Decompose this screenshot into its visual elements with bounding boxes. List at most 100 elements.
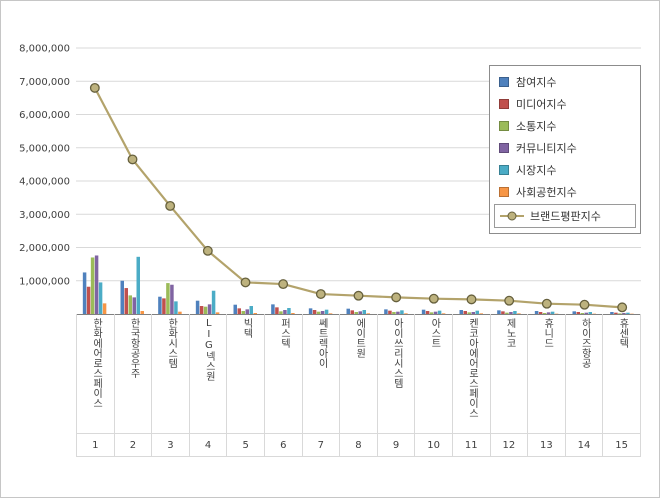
legend-item: 시장지수 [490, 159, 640, 181]
legend-item: 미디어지수 [490, 93, 640, 115]
bar [576, 312, 580, 314]
bar [572, 311, 576, 314]
line-marker [579, 299, 590, 310]
bar [94, 255, 99, 314]
bar [433, 311, 438, 314]
bar [513, 311, 517, 314]
bar [245, 309, 249, 314]
bar [320, 311, 325, 314]
rank-label: 10 [415, 434, 453, 456]
bar [429, 312, 434, 314]
line-marker [165, 200, 176, 211]
bar [479, 313, 483, 314]
bar [140, 311, 144, 314]
bar [211, 290, 216, 314]
bar [120, 280, 124, 314]
bar [312, 310, 317, 314]
rank-label: 11 [453, 434, 491, 456]
bar [626, 312, 630, 314]
legend-swatch-icon [499, 121, 509, 131]
line-marker [240, 277, 251, 288]
legend-swatch-icon [499, 143, 509, 153]
rank-axis: 1 2 3 4 5 6 7 8 9 10 11 12 13 14 15 [76, 433, 641, 457]
rank-label: 12 [491, 434, 529, 456]
legend-swatch-icon [499, 165, 509, 175]
bar [509, 312, 513, 314]
category-label: 퍼스텍 [278, 318, 290, 348]
bar [128, 295, 132, 314]
bar [316, 311, 321, 314]
bar [421, 309, 426, 314]
category-cell: 제노코 [491, 314, 529, 433]
bar [203, 306, 208, 314]
bar [283, 310, 287, 314]
bar [517, 313, 521, 314]
bar [241, 311, 245, 314]
line-marker [504, 295, 515, 306]
bar [630, 313, 634, 315]
category-label: 한화에어로스페이스 [90, 318, 102, 408]
bar [170, 284, 174, 314]
category-label: 쎄트렉아이 [316, 318, 328, 368]
line-marker [466, 294, 477, 305]
bar [354, 312, 358, 314]
category-cell: 휴니드 [528, 314, 566, 433]
legend-item: 사회공헌지수 [490, 181, 640, 203]
category-label: 아스트 [428, 318, 440, 348]
bar [467, 312, 471, 314]
bar [580, 313, 584, 314]
legend-item: 커뮤니티지수 [490, 137, 640, 159]
y-tick-label: 8,000,000 [19, 44, 70, 55]
bar [463, 311, 467, 314]
category-cell: 쎄트렉아이 [303, 314, 341, 433]
bar [98, 282, 103, 314]
category-cell: 하이즈항공 [566, 314, 604, 433]
line-marker [89, 82, 100, 93]
category-label: 에이트원 [353, 318, 365, 358]
bar [388, 310, 392, 314]
y-tick-label: 4,000,000 [19, 177, 70, 188]
legend-item: 소통지수 [490, 115, 640, 137]
bar [546, 312, 551, 314]
y-tick-label: 2,000,000 [19, 243, 70, 254]
rank-label: 9 [378, 434, 416, 456]
bar [86, 286, 91, 314]
bar [195, 300, 200, 314]
bar [324, 309, 329, 314]
legend-label: 참여지수 [516, 76, 557, 89]
category-axis: 한화에어로스페이스 한국항공우주 한화시스템 LIG넥스원 빅텍 퍼스텍 쎄트렉아이 에이트원… [76, 314, 641, 433]
bar [584, 312, 588, 314]
bar [534, 311, 539, 314]
category-label: 휴니드 [541, 318, 553, 348]
rank-label: 8 [340, 434, 378, 456]
category-cell: 퍼스텍 [265, 314, 303, 433]
rank-label: 4 [190, 434, 228, 456]
bar [199, 306, 204, 314]
rank-label: 14 [566, 434, 604, 456]
category-label: 하이즈항공 [579, 318, 591, 368]
bar [622, 313, 626, 314]
bar [215, 312, 220, 314]
category-label: 휴센텍 [616, 318, 628, 348]
y-tick-label: 3,000,000 [19, 210, 70, 221]
bar [275, 307, 279, 314]
bar [437, 310, 442, 314]
bar [588, 312, 592, 314]
rank-label: 5 [227, 434, 265, 456]
bar [471, 312, 475, 314]
bar [136, 256, 140, 314]
bar [592, 313, 596, 315]
legend-swatch-icon [499, 77, 509, 87]
category-cell: 한국항공우주 [115, 314, 153, 433]
category-cell: LIG넥스원 [190, 314, 228, 433]
line-marker [617, 302, 628, 313]
bar [291, 313, 295, 314]
category-cell: 에이트원 [340, 314, 378, 433]
category-cell: 아스트 [415, 314, 453, 433]
bar [166, 283, 170, 314]
bar [404, 313, 408, 314]
category-label: 제노코 [504, 318, 516, 348]
bar [174, 301, 178, 314]
